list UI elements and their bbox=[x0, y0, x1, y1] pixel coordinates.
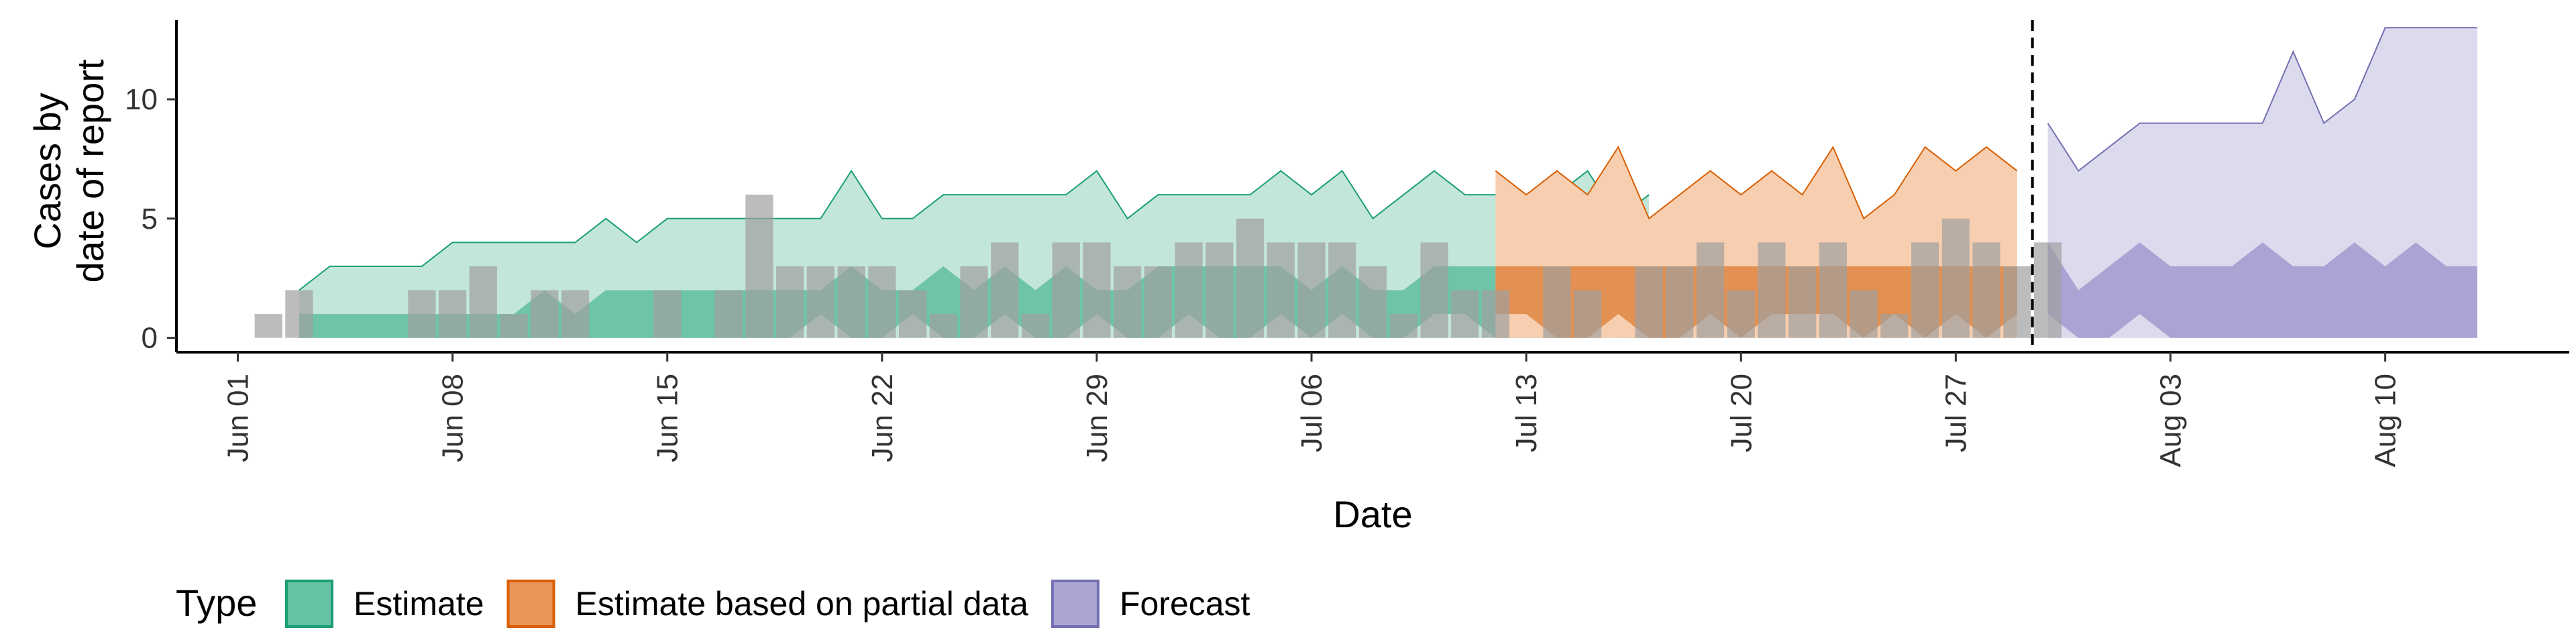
reported-case-bar bbox=[1052, 242, 1080, 338]
x-tick-label: Jun 01 bbox=[221, 374, 254, 462]
reported-case-bar bbox=[1205, 242, 1234, 338]
reported-case-bar bbox=[714, 290, 743, 338]
reported-case-bar bbox=[285, 290, 313, 338]
reported-case-bar bbox=[561, 290, 590, 338]
forecast-upper-line bbox=[2047, 27, 2477, 172]
reported-case-bar bbox=[929, 314, 957, 338]
reported-case-bar bbox=[1114, 266, 1142, 338]
reported-case-bar bbox=[2034, 242, 2062, 338]
reported-case-bar bbox=[254, 314, 282, 338]
x-tick-label: Jul 20 bbox=[1725, 374, 1758, 452]
reported-case-bar bbox=[868, 266, 896, 338]
reported-case-bar bbox=[653, 290, 682, 338]
legend-label-estimate: Estimate bbox=[354, 585, 484, 623]
x-tick-label: Jun 29 bbox=[1081, 374, 1114, 462]
reported-case-bar bbox=[776, 266, 804, 338]
reported-case-bar bbox=[1021, 314, 1050, 338]
reported-case-bar bbox=[745, 195, 773, 338]
estimate-based-on-partial-data-50-band bbox=[1495, 266, 2017, 338]
reported-case-bar bbox=[1880, 314, 1909, 338]
reported-case-bar bbox=[1849, 290, 1878, 338]
y-tick-label: 10 bbox=[125, 83, 158, 116]
reported-case-bar bbox=[1236, 218, 1265, 338]
reported-case-bar bbox=[899, 290, 927, 338]
reported-case-bar bbox=[1911, 242, 1939, 338]
reported-case-bar bbox=[500, 314, 528, 338]
estimate-areas bbox=[299, 27, 2477, 338]
reported-case-bar bbox=[806, 266, 835, 338]
axes: 0 5 10 Jun 01 Jun 08 Jun 15 Jun 22 Jun 29 Jul 06… bbox=[26, 20, 2569, 535]
reported-case-bar bbox=[1144, 266, 1172, 338]
x-tick-label: Jun 15 bbox=[651, 374, 684, 462]
reported-case-bar bbox=[439, 290, 467, 338]
reported-case-bar bbox=[1758, 242, 1786, 338]
reported-case-bar bbox=[1267, 242, 1295, 338]
x-tick-label: Jul 13 bbox=[1510, 374, 1543, 452]
x-axis-title: Date bbox=[1333, 493, 1412, 535]
reported-case-bar bbox=[1543, 266, 1571, 338]
reported-case-bar bbox=[960, 266, 988, 338]
y-axis-title: Cases bydate of report bbox=[26, 59, 111, 283]
legend-key-estimate-based-on-partial-data bbox=[506, 580, 555, 628]
y-tick-label: 5 bbox=[142, 203, 158, 235]
x-tick-label: Jul 27 bbox=[1939, 374, 1972, 452]
x-tick-label: Jun 22 bbox=[866, 374, 899, 462]
legend-title: Type bbox=[176, 582, 257, 624]
reported-case-bar bbox=[1635, 266, 1663, 338]
y-tick-label: 0 bbox=[142, 322, 158, 355]
reported-case-bar bbox=[1451, 290, 1479, 338]
reported-case-bar bbox=[1175, 242, 1203, 338]
reported-case-bar bbox=[1666, 266, 1694, 338]
estimate-upper-line bbox=[299, 169, 1650, 291]
reported-case-bar bbox=[1481, 290, 1509, 338]
reported-case-bar bbox=[1727, 290, 1755, 338]
forecast-50-band bbox=[2047, 242, 2477, 338]
x-tick-label: Jul 06 bbox=[1295, 374, 1328, 452]
legend-label-forecast: Forecast bbox=[1120, 585, 1250, 623]
reported-case-bar bbox=[531, 290, 559, 338]
legend-label-estimate-based-on-partial-data: Estimate based on partial data bbox=[576, 585, 1029, 623]
reported-case-bar bbox=[1574, 290, 1602, 338]
reported-case-bar bbox=[1941, 218, 1970, 338]
estimate-based-on-partial-data-upper-line bbox=[1495, 146, 2018, 220]
reported-case-bar bbox=[1697, 242, 1725, 338]
reported-case-bar bbox=[469, 266, 497, 338]
x-tick-label: Jun 08 bbox=[437, 374, 470, 462]
reported-case-bars bbox=[254, 195, 2062, 338]
legend-key-estimate bbox=[285, 580, 333, 628]
reported-case-bar bbox=[1083, 242, 1111, 338]
reported-case-bar bbox=[991, 242, 1019, 338]
reported-case-bar bbox=[1819, 242, 1847, 338]
legend-key-forecast bbox=[1051, 580, 1099, 628]
y-axis-title-line: date of report bbox=[69, 59, 111, 283]
reported-case-bar bbox=[1389, 314, 1417, 338]
reported-case-bar bbox=[2003, 266, 2031, 338]
reported-case-bar bbox=[408, 290, 436, 338]
reported-case-bar bbox=[1788, 266, 1817, 338]
reported-case-bar bbox=[1297, 242, 1326, 338]
reported-case-bar bbox=[1328, 242, 1356, 338]
x-tick-label: Aug 10 bbox=[2369, 374, 2402, 467]
reported-case-bar bbox=[1420, 242, 1448, 338]
reported-case-bar bbox=[1358, 266, 1387, 338]
reported-case-bar bbox=[1972, 242, 2000, 338]
reported-case-bar bbox=[837, 266, 865, 338]
y-axis-title-line: Cases by bbox=[26, 93, 68, 249]
legend: Type Estimate Estimate based on partial da… bbox=[176, 580, 1250, 628]
x-tick-label: Aug 03 bbox=[2155, 374, 2188, 467]
